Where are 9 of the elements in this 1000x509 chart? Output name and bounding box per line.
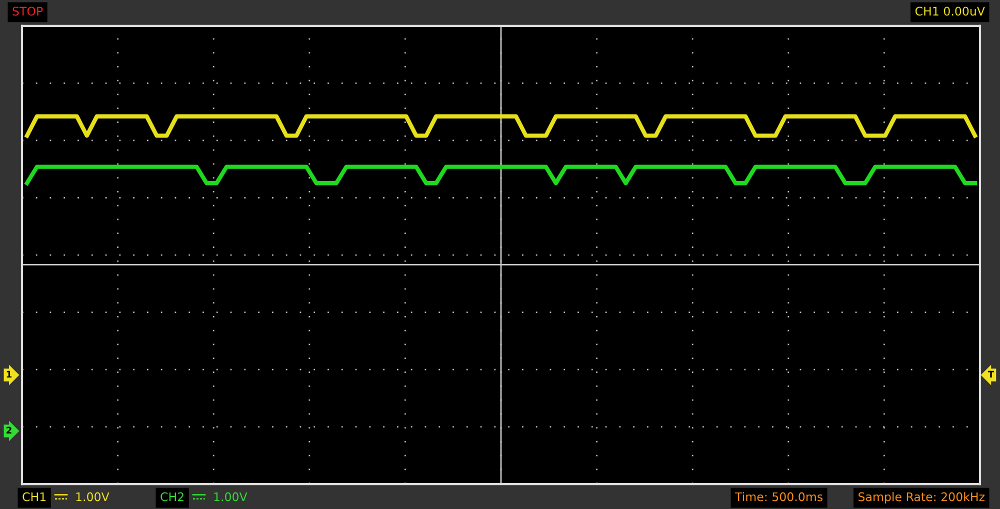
text: CH1 1.00V: [22, 492, 110, 502]
text: STOP: [12, 6, 43, 16]
text: 2: [6, 426, 12, 434]
text: T: [988, 370, 994, 378]
text: 1: [6, 370, 12, 378]
text: CH2 1.00V: [160, 492, 248, 502]
text: Time: 500.0ms: [734, 492, 822, 502]
text: Sample Rate: 200kHz: [858, 492, 984, 504]
text: CH1 0.00uV: [915, 6, 985, 16]
